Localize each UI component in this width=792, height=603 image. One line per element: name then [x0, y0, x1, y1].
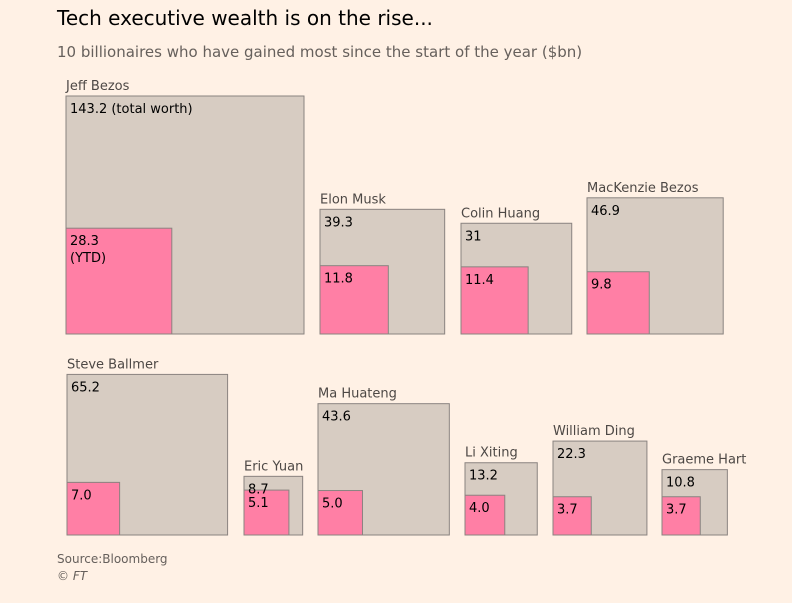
square-group: Ma Huateng 43.6 5.0	[317, 387, 450, 536]
square-group: MacKenzie Bezos 46.9 9.8	[586, 181, 724, 335]
ytd-square	[464, 494, 506, 536]
person-name-label: MacKenzie Bezos	[587, 181, 699, 196]
square-group: Eric Yuan 8.75.1	[243, 459, 303, 536]
ytd-square	[317, 490, 363, 536]
ytd-value-label: 3.7	[557, 503, 578, 518]
chart-subtitle: 10 billionaires who have gained most sin…	[57, 43, 583, 61]
square-group: Graeme Hart 10.8 3.7	[661, 453, 746, 536]
ytd-square	[65, 227, 173, 335]
person-name-label: Graeme Hart	[662, 453, 746, 468]
square-group: Colin Huang 31 11.4	[460, 206, 573, 335]
total-value-label: 46.9	[591, 204, 620, 219]
chart-title: Tech executive wealth is on the rise...	[57, 6, 433, 30]
ytd-value-label: 5.0	[322, 497, 343, 512]
ytd-value-label: 28.3	[70, 234, 99, 249]
ytd-value-label: 5.1	[248, 496, 269, 511]
person-name-label: Li Xiting	[465, 446, 518, 461]
total-value-label: 22.3	[557, 447, 586, 462]
ytd-value-label: 7.0	[71, 488, 92, 503]
ytd-square	[460, 266, 529, 335]
total-value-label: 31	[465, 229, 482, 244]
person-name-label: William Ding	[553, 424, 635, 439]
square-group: Jeff Bezos 143.2 (total worth) 28.3 (YTD)	[65, 79, 305, 335]
person-name-label: Steve Ballmer	[67, 357, 159, 372]
ytd-square	[319, 265, 389, 335]
source-note: Source:Bloomberg	[57, 552, 168, 566]
person-name-label: Ma Huateng	[318, 387, 397, 402]
ytd-square	[552, 496, 592, 536]
person-name-label: Colin Huang	[461, 206, 540, 221]
total-value-label: 65.2	[71, 380, 100, 395]
total-value-label: 39.3	[324, 215, 353, 230]
person-name-label: Elon Musk	[320, 192, 386, 207]
ytd-square	[66, 481, 121, 536]
total-value-label: 143.2 (total worth)	[70, 102, 193, 117]
total-value-label: 8.7	[248, 482, 269, 497]
square-group: Elon Musk 39.3 11.8	[319, 192, 446, 335]
ytd-square	[243, 489, 290, 536]
ytd-value-label: 11.4	[465, 273, 494, 288]
ytd-value-label: 3.7	[666, 503, 687, 518]
ytd-value-label: 11.8	[324, 272, 353, 287]
ytd-value-label: 9.8	[591, 278, 612, 293]
ytd-square	[586, 271, 650, 335]
total-value-label: 10.8	[666, 476, 695, 491]
person-name-label: Eric Yuan	[244, 459, 303, 474]
person-name-label: Jeff Bezos	[65, 79, 130, 94]
total-value-label: 43.6	[322, 410, 351, 425]
credit-note: © FT	[57, 569, 88, 583]
square-group: Steve Ballmer 65.2 7.0	[66, 357, 229, 536]
ytd-value-label: 4.0	[469, 501, 490, 516]
square-group: Li Xiting 13.2 4.0	[464, 446, 538, 536]
ytd-square	[661, 496, 701, 536]
square-group: William Ding 22.3 3.7	[552, 424, 648, 536]
ytd-suffix-label: (YTD)	[70, 251, 106, 266]
total-value-label: 13.2	[469, 469, 498, 484]
